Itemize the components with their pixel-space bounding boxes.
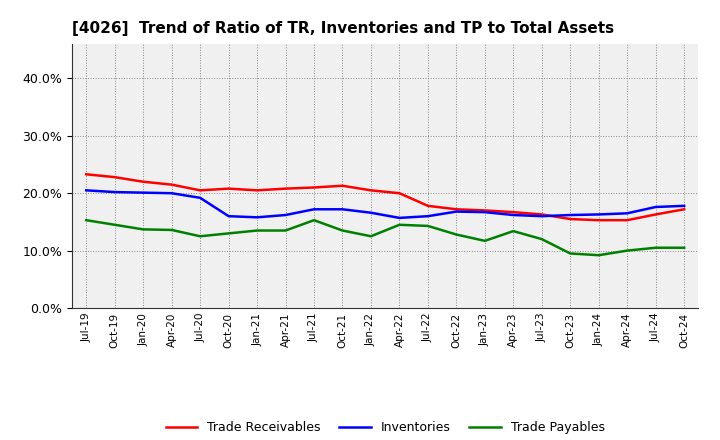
Trade Receivables [423, 203, 432, 209]
Trade Receivables [366, 188, 375, 193]
Trade Payables [110, 222, 119, 227]
Trade Payables [366, 234, 375, 239]
Inventories [282, 213, 290, 218]
Trade Receivables [452, 207, 461, 212]
Inventories [566, 213, 575, 218]
Inventories [310, 207, 318, 212]
Trade Payables [423, 223, 432, 228]
Line: Trade Receivables: Trade Receivables [86, 174, 684, 220]
Inventories [253, 215, 261, 220]
Inventories [537, 213, 546, 219]
Trade Payables [623, 248, 631, 253]
Trade Payables [310, 217, 318, 223]
Trade Receivables [595, 217, 603, 223]
Trade Payables [680, 245, 688, 250]
Trade Receivables [680, 207, 688, 212]
Trade Payables [196, 234, 204, 239]
Inventories [680, 203, 688, 209]
Inventories [196, 195, 204, 201]
Inventories [480, 209, 489, 215]
Trade Payables [566, 251, 575, 256]
Trade Receivables [338, 183, 347, 188]
Inventories [623, 211, 631, 216]
Trade Payables [509, 228, 518, 234]
Trade Receivables [652, 212, 660, 217]
Trade Receivables [82, 172, 91, 177]
Trade Receivables [623, 217, 631, 223]
Trade Receivables [537, 212, 546, 217]
Trade Receivables [196, 188, 204, 193]
Inventories [366, 210, 375, 215]
Trade Payables [480, 238, 489, 243]
Trade Receivables [110, 175, 119, 180]
Inventories [338, 207, 347, 212]
Line: Trade Payables: Trade Payables [86, 220, 684, 255]
Trade Receivables [310, 185, 318, 190]
Trade Payables [652, 245, 660, 250]
Trade Receivables [509, 209, 518, 215]
Trade Receivables [253, 188, 261, 193]
Text: [4026]  Trend of Ratio of TR, Inventories and TP to Total Assets: [4026] Trend of Ratio of TR, Inventories… [72, 21, 614, 36]
Inventories [225, 213, 233, 219]
Trade Payables [537, 236, 546, 242]
Trade Payables [225, 231, 233, 236]
Inventories [110, 190, 119, 195]
Trade Payables [82, 217, 91, 223]
Trade Receivables [225, 186, 233, 191]
Line: Inventories: Inventories [86, 191, 684, 218]
Trade Receivables [395, 191, 404, 196]
Trade Receivables [480, 208, 489, 213]
Inventories [452, 209, 461, 214]
Trade Receivables [282, 186, 290, 191]
Trade Payables [139, 227, 148, 232]
Trade Payables [167, 227, 176, 233]
Inventories [395, 215, 404, 220]
Inventories [82, 188, 91, 193]
Trade Receivables [167, 182, 176, 187]
Trade Receivables [566, 216, 575, 222]
Trade Payables [253, 228, 261, 233]
Inventories [595, 212, 603, 217]
Inventories [652, 204, 660, 209]
Inventories [509, 213, 518, 218]
Trade Payables [595, 253, 603, 258]
Inventories [423, 213, 432, 219]
Inventories [167, 191, 176, 196]
Inventories [139, 190, 148, 195]
Legend: Trade Receivables, Inventories, Trade Payables: Trade Receivables, Inventories, Trade Pa… [161, 416, 610, 439]
Trade Payables [338, 228, 347, 233]
Trade Payables [395, 222, 404, 227]
Trade Payables [282, 228, 290, 233]
Trade Payables [452, 232, 461, 237]
Trade Receivables [139, 179, 148, 184]
